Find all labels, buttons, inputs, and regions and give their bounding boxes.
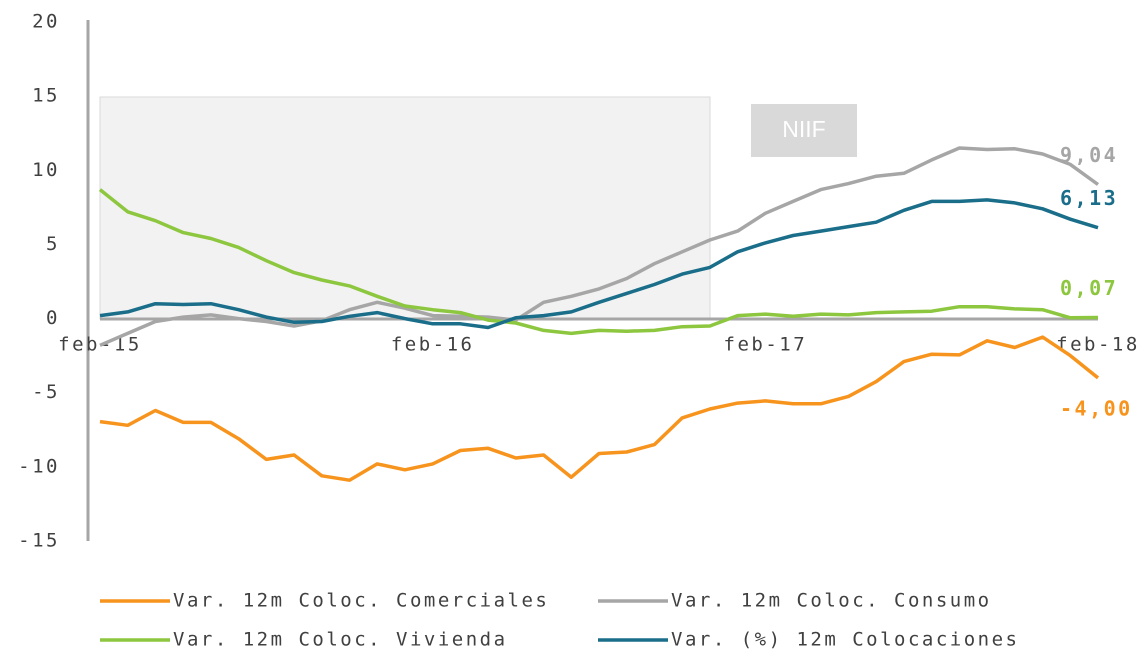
legend-label: Var. 12m Coloc. Comerciales xyxy=(173,590,549,612)
series-line xyxy=(99,335,1100,482)
series-line xyxy=(99,198,1099,330)
series-line xyxy=(99,146,1100,347)
x-tick-label: feb-18 xyxy=(1056,334,1140,356)
annotation-text: NIIF xyxy=(782,116,825,142)
annotation-box xyxy=(751,104,857,157)
y-tick-label: -10 xyxy=(18,455,60,477)
value-label: 9,04 xyxy=(1060,143,1118,167)
y-tick-label: 0 xyxy=(46,307,60,329)
x-tick-label: feb-17 xyxy=(724,334,808,356)
series-line xyxy=(98,188,1099,336)
y-tick-label: 5 xyxy=(46,233,60,255)
y-tick-label: 15 xyxy=(32,85,60,107)
value-label: -4,00 xyxy=(1060,396,1133,420)
y-tick-label: -15 xyxy=(18,530,60,552)
shaded-period xyxy=(99,96,711,320)
y-tick-label: 20 xyxy=(32,11,60,33)
y-tick-label: 10 xyxy=(32,159,60,181)
value-label: 0,07 xyxy=(1060,276,1118,300)
legend-label: Var. (%) 12m Colocaciones xyxy=(671,629,1019,651)
y-tick-label: -5 xyxy=(32,381,60,403)
x-tick-label: feb-16 xyxy=(391,334,475,356)
legend-label: Var. 12m Coloc. Vivienda xyxy=(173,629,508,651)
value-label: 6,13 xyxy=(1060,186,1118,210)
legend-label: Var. 12m Coloc. Consumo xyxy=(671,590,992,612)
